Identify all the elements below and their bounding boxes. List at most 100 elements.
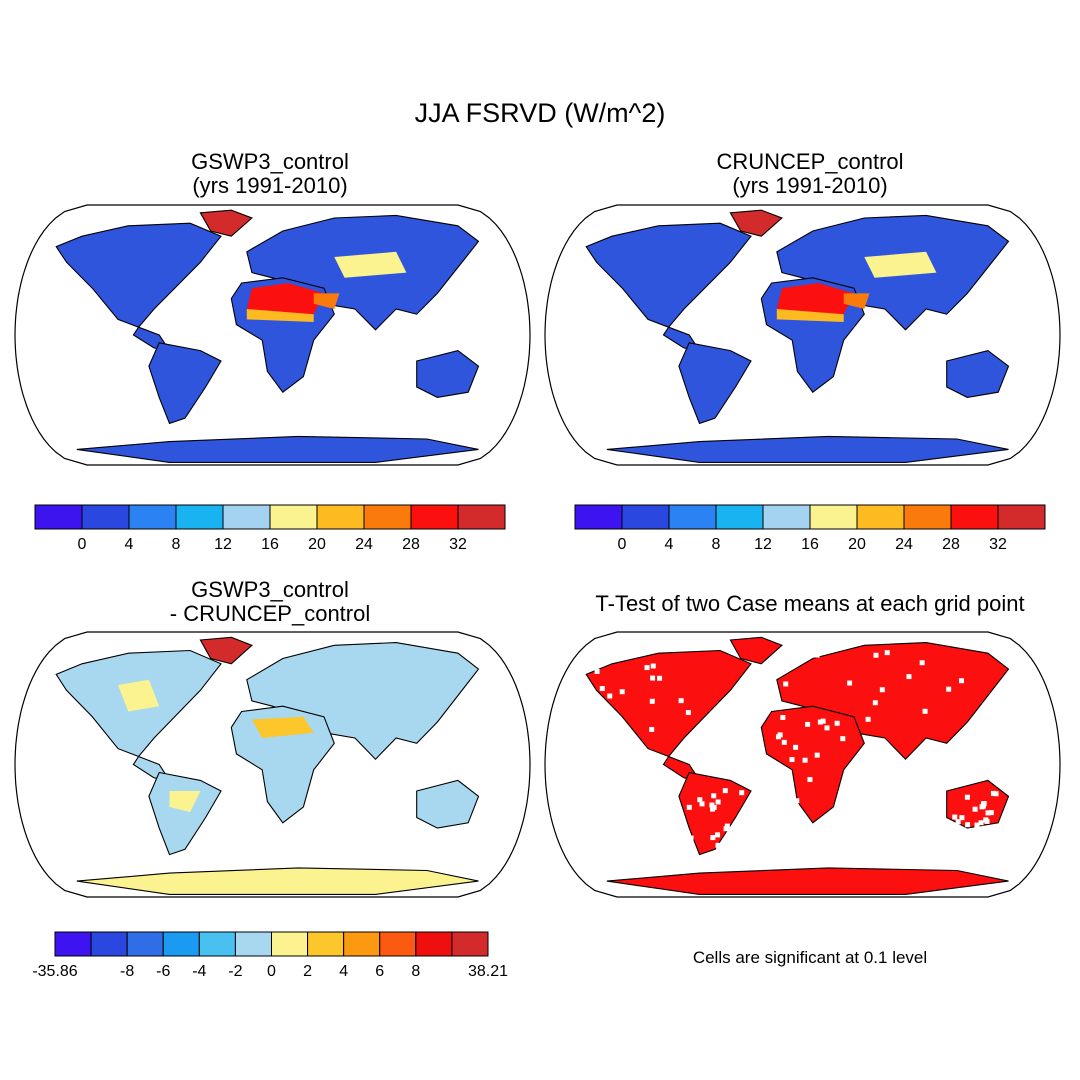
nonsignificant-cell (695, 733, 701, 739)
nonsignificant-cell (644, 665, 650, 671)
panel-title-gswp3: GSWP3_control (yrs 1991-2010) (20, 150, 520, 198)
panel-title-line: - CRUNCEP_control (169, 601, 371, 626)
nonsignificant-cell (685, 710, 691, 716)
colorbar-label: -8 (120, 963, 134, 980)
continent-sa (148, 771, 222, 856)
nonsignificant-cell (678, 698, 684, 704)
nonsignificant-cell (650, 663, 656, 669)
colorbar-label: 0 (267, 963, 276, 980)
colorbar-swatch (621, 504, 670, 530)
nonsignificant-cell (776, 795, 782, 801)
nonsignificant-cell (793, 744, 799, 750)
colorbar-label: 32 (989, 536, 1007, 553)
nonsignificant-cell (602, 657, 608, 663)
colorbar-gswp3: 0 4 8 12 16 20 24 28 32 (34, 504, 506, 553)
nonsignificant-cell (807, 777, 813, 783)
colorbar-swatch (950, 504, 999, 530)
nonsignificant-cell (922, 708, 928, 714)
nonsignificant-cell (812, 647, 818, 653)
asia-warm (864, 251, 937, 278)
nonsignificant-cell (709, 802, 715, 808)
nonsignificant-cell (879, 687, 885, 693)
nonsignificant-cell (686, 804, 692, 810)
colorbar-label: 20 (848, 536, 866, 553)
nonsignificant-cell (789, 757, 795, 763)
continent-na (585, 222, 752, 328)
colorbar-swatch (668, 504, 717, 530)
nonsignificant-cell (699, 801, 705, 807)
nonsignificant-cell (952, 814, 958, 820)
nonsignificant-cell (723, 826, 729, 832)
nonsignificant-cell (737, 834, 743, 840)
colorbar-swatch (90, 931, 128, 957)
nonsignificant-cell (781, 739, 787, 745)
continent-greenland (729, 636, 783, 665)
nonsignificant-cell (715, 842, 721, 848)
nonsignificant-cell (983, 817, 989, 823)
nonsignificant-cell (780, 714, 786, 720)
colorbar-swatch (271, 931, 309, 957)
nonsignificant-cell (814, 652, 820, 658)
nonsignificant-cell (599, 686, 605, 692)
nonsignificant-cell (650, 675, 656, 681)
nonsignificant-cell (704, 737, 710, 743)
continent-sa (678, 342, 752, 425)
continent-antarctica (76, 435, 479, 463)
colorbar-label: 0 (618, 536, 627, 553)
desert-edge (246, 309, 314, 322)
nonsignificant-cell (607, 693, 613, 699)
colorbar-label: 8 (712, 536, 721, 553)
colorbar-label: 32 (449, 536, 467, 553)
map-border (544, 631, 1061, 898)
colorbar-swatch (34, 504, 83, 530)
nonsignificant-cell (603, 739, 609, 745)
nonsignificant-cell (906, 674, 912, 680)
colorbar-label: 28 (942, 536, 960, 553)
panel-title-diff: GSWP3_control - CRUNCEP_control (20, 578, 520, 626)
significance-note: Cells are significant at 0.1 level (692, 948, 928, 967)
nonsignificant-cell (843, 801, 849, 807)
colorbar-swatch (715, 504, 764, 530)
colorbar-swatch (54, 931, 92, 957)
colorbar-swatch (574, 504, 623, 530)
colorbar-label: 4 (125, 536, 134, 553)
nonsignificant-cell (946, 686, 952, 692)
nonsignificant-cell (622, 730, 628, 736)
map-border (14, 204, 531, 466)
colorbar-label: 4 (665, 536, 674, 553)
nonsignificant-cell (993, 791, 999, 797)
colorbar-swatch (343, 931, 381, 957)
panel-title-ttest: T-Test of two Case means at each grid po… (545, 592, 1075, 616)
continent-antarctica (606, 867, 1009, 895)
nonsignificant-cell (710, 835, 716, 841)
desert-hot (246, 283, 324, 315)
nonsignificant-cell (736, 822, 742, 828)
nonsignificant-cell (985, 810, 991, 816)
colorbar-swatch (457, 504, 506, 530)
nonsignificant-cell (847, 680, 853, 686)
nonsignificant-cell (657, 675, 663, 681)
nonsignificant-cell (958, 678, 964, 684)
colorbar-label: -35.86 (32, 963, 77, 980)
nonsignificant-cell (802, 757, 808, 763)
nonsignificant-cell (824, 725, 830, 731)
continent-sa (678, 771, 752, 856)
colorbar-swatch (379, 931, 417, 957)
colorbar-swatch (856, 504, 905, 530)
main-title: JJA FSRVD (W/m^2) (414, 98, 666, 128)
nonsignificant-cell (814, 752, 820, 758)
nonsignificant-cell (964, 794, 970, 800)
panel-title-line: GSWP3_control (191, 577, 349, 602)
panel-title-cruncep: CRUNCEP_control (yrs 1991-2010) (560, 150, 1060, 198)
nonsignificant-cell (980, 803, 986, 809)
nonsignificant-cell (978, 820, 984, 826)
nonsignificant-cell (840, 736, 846, 742)
nonsignificant-cell (724, 823, 730, 829)
nonsignificant-cell (594, 668, 600, 674)
nonsignificant-cell (619, 689, 625, 695)
panel-title-line: (yrs 1991-2010) (192, 173, 348, 198)
nonsignificant-cell (805, 721, 811, 727)
colorbar-swatch (198, 931, 236, 957)
nonsignificant-cell (884, 650, 890, 656)
continent-greenland (199, 636, 253, 665)
